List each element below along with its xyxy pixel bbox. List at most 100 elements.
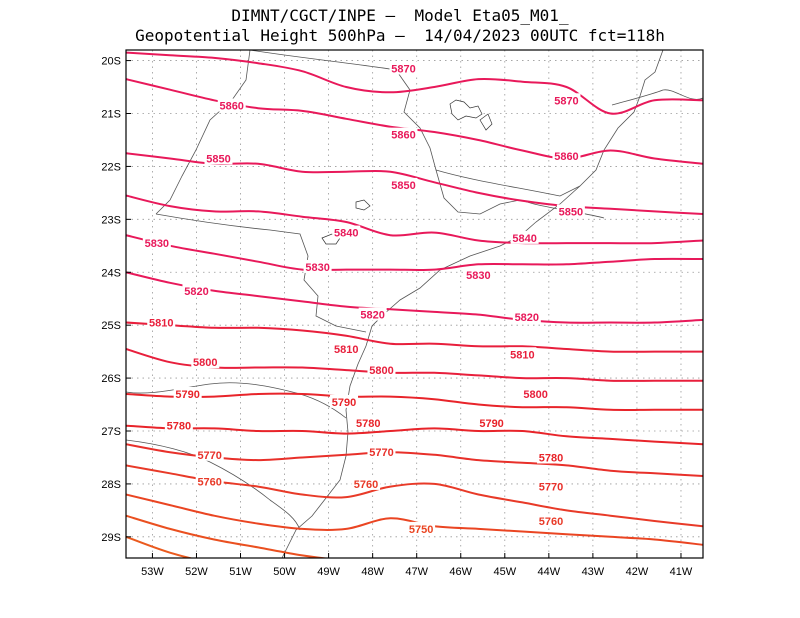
contour-labels: 5870 5870 5860 5860 5860 5850 5850 5850 5840 5840…: [142, 61, 585, 536]
contour-label-bg: [173, 386, 202, 400]
contour-5870: [126, 51, 703, 115]
lon-tick-label: 47W: [405, 566, 428, 578]
contour-label: 5830: [466, 270, 490, 282]
gridlines: [126, 50, 703, 558]
contour-label-bg: [303, 259, 332, 273]
contour-5860: [126, 78, 703, 165]
contour-label: 5800: [369, 365, 393, 377]
contour-label: 5850: [206, 153, 230, 165]
contour-5780: [126, 424, 703, 446]
contour-5790: [126, 392, 703, 412]
contour-label-bg: [164, 418, 193, 432]
contour-label: 5810: [510, 349, 534, 361]
contour-label: 5800: [193, 357, 217, 369]
contour-label-bg: [389, 61, 418, 75]
contour-label: 5750: [409, 524, 433, 536]
contour-label-bg: [512, 310, 541, 324]
contour-5810: [126, 321, 703, 353]
contour-label: 5790: [479, 418, 503, 430]
contour-label-bg: [367, 445, 396, 459]
longitude-axis: 53W 52W 51W 50W 49W 48W 47W 46W 45W 44W 43W 42W 41W: [141, 566, 693, 578]
state-boundary-5: [126, 439, 301, 531]
contour-label-bg: [332, 341, 361, 355]
contour-5840: [126, 194, 703, 245]
contour-label-bg: [191, 355, 220, 369]
plot-frame: [125, 49, 704, 559]
contour-label-bg: [195, 447, 224, 461]
lake-2: [479, 113, 493, 131]
contour-label-bg: [389, 127, 418, 141]
contour-label: 5820: [515, 312, 539, 324]
lat-tick-label: 20S: [101, 56, 121, 68]
contour-label: 5840: [334, 228, 358, 240]
lat-tick-label: 25S: [101, 320, 121, 332]
lon-tick-label: 51W: [229, 566, 252, 578]
lon-tick-label: 49W: [317, 566, 340, 578]
contour-label-bg: [556, 204, 585, 218]
lat-tick-label: 21S: [101, 109, 121, 121]
contour-label: 5830: [145, 238, 169, 250]
contour-label-bg: [407, 521, 436, 535]
state-boundary-4: [126, 382, 347, 419]
contour-label-bg: [147, 315, 176, 329]
contour-label-bg: [182, 283, 211, 297]
contour-label-bg: [510, 230, 539, 244]
contour-5830: [126, 234, 703, 272]
contour-label-bg: [521, 386, 550, 400]
contour-label: 5830: [305, 262, 329, 274]
lakes: [321, 99, 493, 245]
contour-label: 5780: [167, 421, 191, 433]
lat-tick-label: 24S: [101, 267, 121, 279]
contour-label: 5850: [391, 180, 415, 192]
contour-label-bg: [354, 416, 383, 430]
contour-label: 5840: [512, 233, 536, 245]
state-boundary-3: [155, 213, 367, 333]
contour-label-bg: [537, 513, 566, 527]
lat-tick-label: 22S: [101, 161, 121, 173]
contour-label-bg: [217, 98, 246, 112]
lon-tick-label: 41W: [670, 566, 693, 578]
lon-tick-label: 42W: [626, 566, 649, 578]
contour-label: 5790: [332, 397, 356, 409]
contour-label-bg: [477, 416, 506, 430]
contour-label-bg: [367, 363, 396, 377]
contour-label: 5800: [523, 389, 547, 401]
axis-ticks: [126, 60, 682, 558]
chart-title-line2: Geopotential Height 500hPa – 14/04/2023 …: [135, 26, 665, 45]
lat-tick-label: 27S: [101, 426, 121, 438]
contour-label: 5770: [539, 482, 563, 494]
contour-label-bg: [332, 225, 361, 239]
contour-label: 5780: [356, 418, 380, 430]
contour-5740: [126, 514, 331, 558]
contour-label: 5760: [197, 476, 221, 488]
contour-label-bg: [508, 347, 537, 361]
contour-label-bg: [358, 307, 387, 321]
contour-label: 5810: [334, 344, 358, 356]
map-outline: [126, 50, 703, 558]
coastline: [281, 50, 664, 558]
contour-label-bg: [389, 177, 418, 191]
contour-label: 5820: [360, 310, 384, 322]
lat-tick-label: 26S: [101, 373, 121, 385]
latitude-axis: 20S 21S 22S 23S 24S 25S 26S 27S 28S 29S: [101, 56, 121, 544]
lon-tick-label: 45W: [493, 566, 516, 578]
lon-tick-label: 52W: [185, 566, 208, 578]
lon-tick-label: 43W: [582, 566, 605, 578]
lon-tick-label: 48W: [361, 566, 384, 578]
contour-label-bg: [330, 394, 359, 408]
contour-label-bg: [142, 236, 171, 250]
contour-label: 5810: [149, 318, 173, 330]
contour-label-bg: [352, 476, 381, 490]
contour-label: 5850: [559, 206, 583, 218]
contour-label-bg: [552, 93, 581, 107]
state-boundary-2: [249, 50, 535, 215]
lat-tick-label: 29S: [101, 532, 121, 544]
contour-label: 5860: [554, 151, 578, 163]
contour-label: 5870: [391, 64, 415, 76]
contour-label: 5760: [354, 479, 378, 491]
contour-label: 5780: [539, 452, 563, 464]
contour-5820: [126, 271, 703, 324]
lake-3: [355, 199, 371, 211]
contour-label: 5790: [175, 389, 199, 401]
